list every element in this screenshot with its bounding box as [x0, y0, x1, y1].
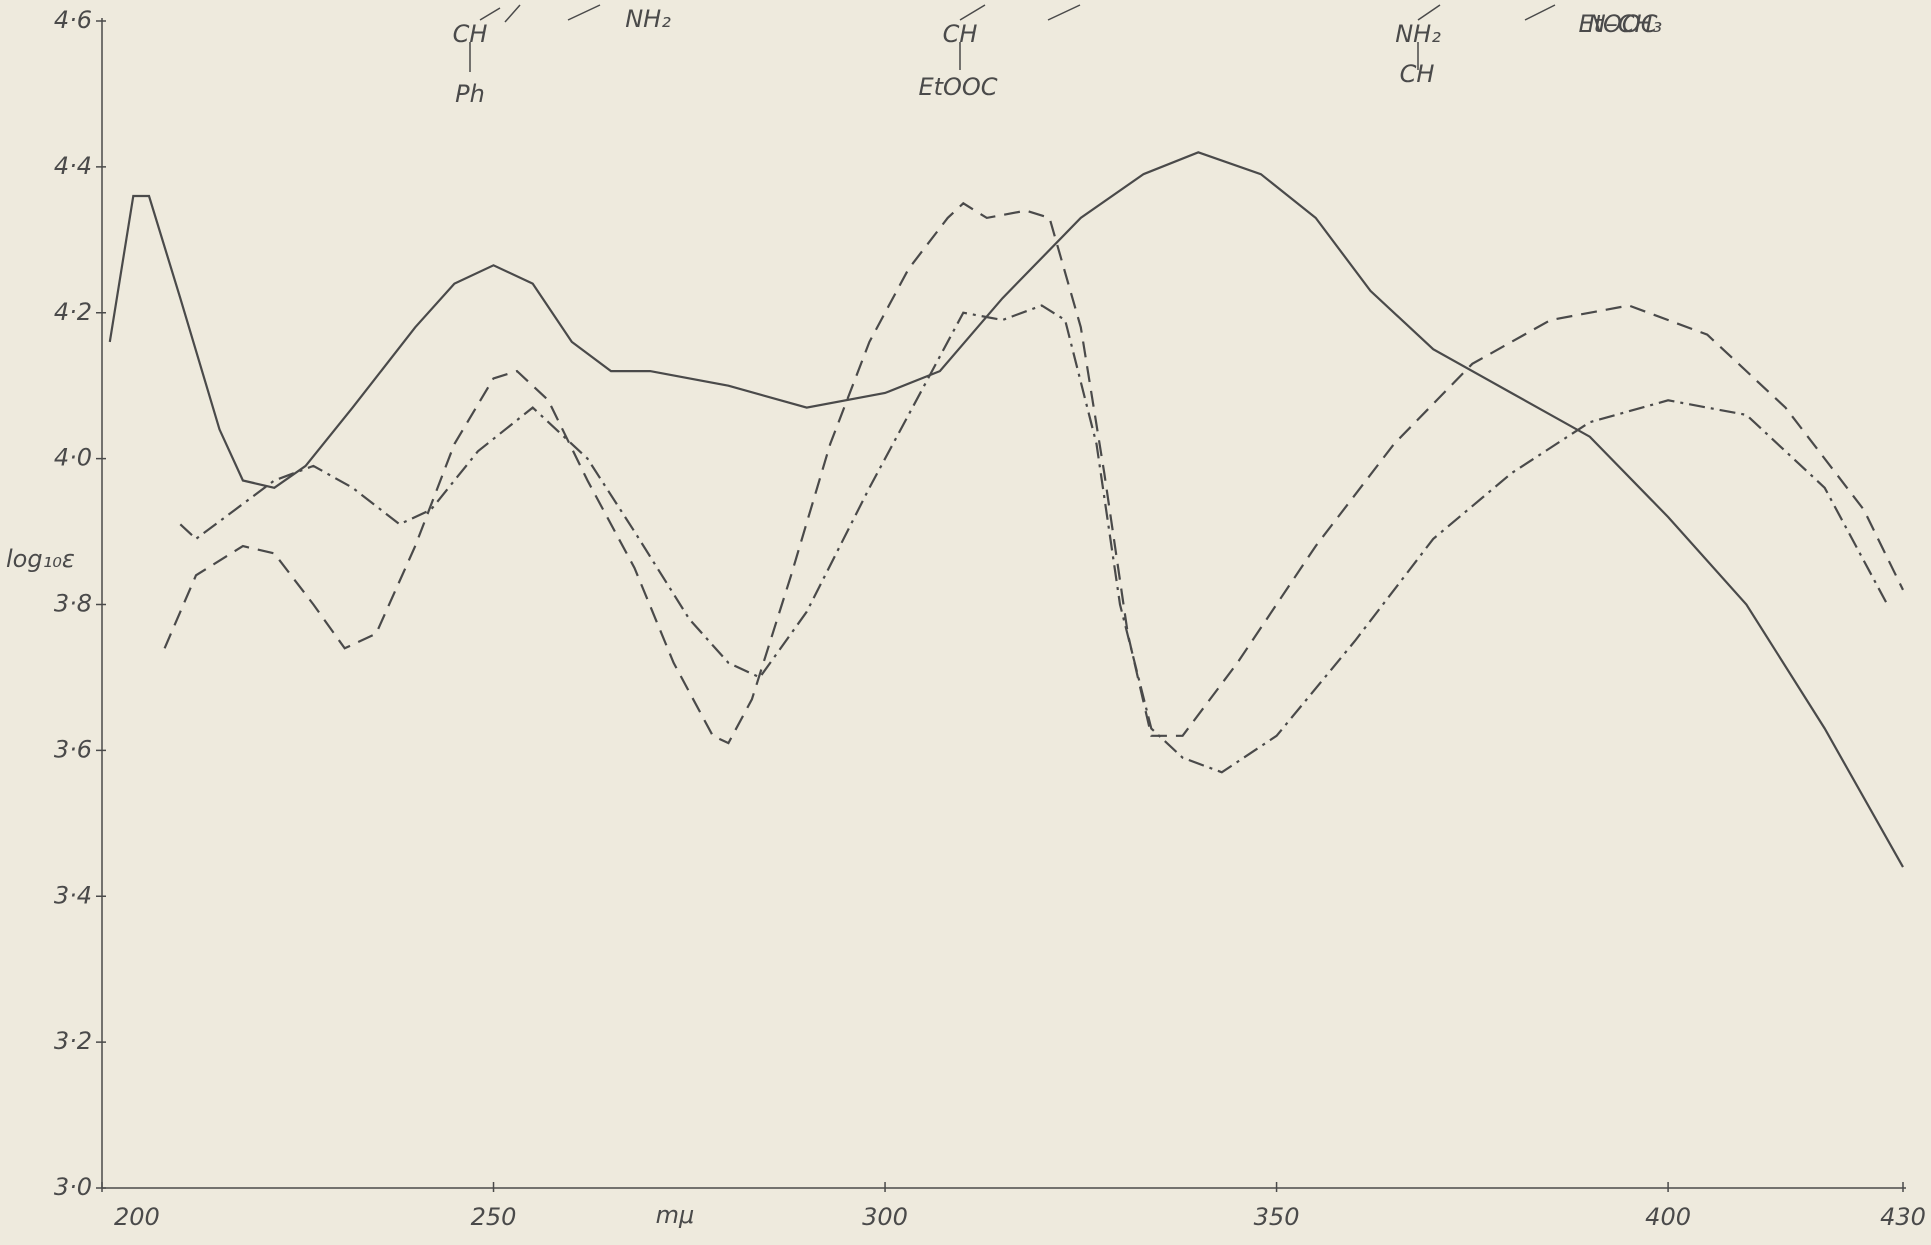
- x-tick-label: 430: [1880, 1203, 1926, 1231]
- structure-bonds: [469, 4, 1556, 72]
- y-tick-label: 3·8: [54, 590, 92, 618]
- series-line: [108, 151, 1904, 868]
- x-tick-label: 350: [1254, 1203, 1300, 1231]
- structure-label: CH: [943, 20, 978, 48]
- structure-label: NH₂: [1395, 20, 1441, 48]
- x-tick-label: 200: [114, 1203, 160, 1231]
- structure-label: Ph: [455, 80, 485, 108]
- x-axis-label: mμ: [656, 1201, 695, 1229]
- x-tick-label: 400: [1645, 1203, 1691, 1231]
- series-line: [163, 201, 1904, 745]
- y-tick-label: 3·4: [54, 881, 92, 909]
- x-tick-label: 300: [862, 1203, 908, 1231]
- y-tick-label: 3·6: [54, 735, 92, 763]
- structure-label: CH: [1400, 60, 1435, 88]
- structure-label: NH₂: [625, 5, 671, 33]
- x-tick-label: 250: [471, 1203, 517, 1231]
- structure-label: EtOOC: [1578, 10, 1657, 38]
- structure-label: CH: [453, 20, 488, 48]
- y-tick-label: 4·4: [54, 152, 92, 180]
- structure-label: EtOOC: [918, 73, 997, 101]
- y-tick-label: 4·2: [54, 298, 92, 326]
- structure-label: N–CH₃: [1588, 10, 1662, 38]
- y-tick-label: 3·2: [54, 1027, 92, 1055]
- y-tick-label: 3·0: [54, 1173, 92, 1201]
- y-tick-label: 4·0: [54, 444, 92, 472]
- series-line: [179, 304, 1889, 774]
- y-tick-label: 4·6: [54, 6, 92, 34]
- y-axis-label: log₁₀ε: [6, 545, 75, 573]
